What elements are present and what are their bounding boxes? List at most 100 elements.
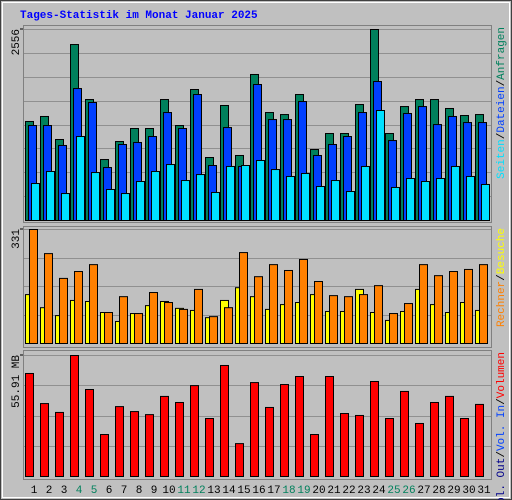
x-tick-label: 3 <box>61 485 68 497</box>
bar <box>55 411 64 478</box>
bar <box>404 303 413 344</box>
chart-title: Tages-Statistik im Monat Januar 2025 <box>20 10 258 22</box>
bar <box>331 180 340 221</box>
bar <box>115 406 124 478</box>
legend-item: Anfragen <box>496 27 508 80</box>
bar <box>130 411 139 477</box>
bar <box>119 296 128 345</box>
bar <box>181 180 190 221</box>
bar <box>436 178 445 221</box>
bar <box>419 264 428 345</box>
bar <box>224 307 233 345</box>
bar <box>235 443 244 478</box>
x-tick-label: 20 <box>312 485 325 497</box>
bar <box>329 295 338 345</box>
x-tick-label: 23 <box>357 485 370 497</box>
bar <box>220 364 229 477</box>
bar <box>271 169 280 221</box>
bar <box>44 253 53 344</box>
bar <box>196 174 205 221</box>
bar <box>166 164 175 221</box>
x-tick-label: 2 <box>46 485 53 497</box>
legend-separator: / <box>496 274 508 281</box>
bar <box>179 308 188 344</box>
bar <box>374 285 383 345</box>
bar <box>370 380 379 477</box>
bar <box>430 401 439 477</box>
x-tick-label: 9 <box>151 485 158 497</box>
bar <box>256 159 265 222</box>
bar <box>346 191 355 221</box>
bar <box>269 264 278 345</box>
x-tick-label: 24 <box>372 485 386 497</box>
x-tick-label: 1 <box>31 485 38 497</box>
bar <box>314 281 323 344</box>
legend-item: Rechner <box>496 281 508 327</box>
bar <box>59 277 68 344</box>
bar <box>25 372 34 477</box>
x-tick-label: 22 <box>342 485 355 497</box>
bar <box>451 165 460 222</box>
bar <box>316 185 325 221</box>
bar <box>136 180 145 221</box>
y-tick-label: 55.91 MB <box>11 355 23 408</box>
bar <box>295 376 304 478</box>
legend-item: Besuche <box>496 228 508 274</box>
x-tick-label: 25 <box>387 485 400 497</box>
bar <box>361 165 370 222</box>
bar <box>211 191 220 222</box>
x-tick-label: 27 <box>417 485 430 497</box>
x-tick-label: 10 <box>162 485 175 497</box>
x-tick-label: 26 <box>402 485 415 497</box>
bar <box>106 188 115 221</box>
x-tick-label: 18 <box>282 485 295 497</box>
legend-separator: / <box>496 451 508 458</box>
bar <box>76 136 85 221</box>
y-tick-label: 2556 <box>11 29 23 55</box>
bar <box>239 252 248 344</box>
bar <box>151 170 160 222</box>
bar <box>464 268 473 344</box>
bar <box>284 269 293 344</box>
bar <box>434 275 443 345</box>
bar <box>344 296 353 345</box>
legend: Vol. Out/Vol. In/Volumen <box>496 352 508 500</box>
x-tick-label: 14 <box>222 485 236 497</box>
bar <box>299 258 308 344</box>
bar <box>389 313 398 345</box>
x-tick-label: 31 <box>477 485 491 497</box>
bar <box>61 193 70 221</box>
bar <box>29 229 38 344</box>
bar <box>340 413 349 478</box>
x-tick-label: 17 <box>267 485 280 497</box>
bar <box>445 395 454 477</box>
x-tick-label: 11 <box>177 485 191 497</box>
legend-item: Dateien <box>496 86 508 132</box>
bar <box>415 422 424 478</box>
bar <box>421 180 430 221</box>
bar <box>280 384 289 477</box>
bar <box>310 434 319 478</box>
x-tick-label: 6 <box>106 485 113 497</box>
bar <box>286 175 295 222</box>
bar <box>194 288 203 344</box>
bar <box>74 271 83 344</box>
bar <box>164 302 173 344</box>
bar <box>31 183 40 221</box>
bar <box>355 414 364 478</box>
bar <box>145 414 154 477</box>
bar <box>325 376 334 478</box>
x-tick-label: 21 <box>327 485 341 497</box>
bar <box>226 165 235 222</box>
bar <box>40 403 49 477</box>
legend-item: Vol. In <box>496 405 508 451</box>
x-tick-label: 12 <box>192 485 205 497</box>
legend: Seiten/Dateien/Anfragen <box>496 27 508 179</box>
x-tick-label: 7 <box>121 485 128 497</box>
bar <box>209 316 218 345</box>
bar <box>254 276 263 345</box>
bar <box>481 183 490 222</box>
x-tick-label: 13 <box>207 485 220 497</box>
bar <box>466 175 475 222</box>
